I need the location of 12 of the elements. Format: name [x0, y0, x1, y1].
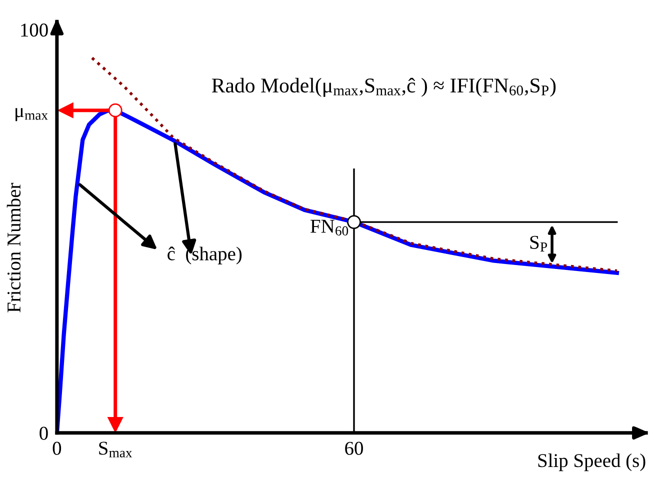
x-tick-label: 60: [345, 442, 363, 455]
y-tick-label: μ$_{max}$: [16, 108, 48, 122]
annotation: ĉ (shape): [168, 246, 242, 264]
chart-title: Rado Model(μ$_{max}$,S$_{max}$,ĉ ) ≈ IFI(FN$_{60}$,S$_{P}$): [212, 78, 556, 97]
x-axis-title: Slip Speed (s): [538, 453, 646, 472]
x-tick-label: 0: [52, 442, 62, 455]
annotation: FN$_{60}$: [310, 220, 348, 236]
y-tick-label: 100: [21, 24, 48, 37]
annotation: S$_{P}$: [530, 236, 548, 252]
x-tick-label: S$_{max}$: [99, 442, 132, 458]
y-axis-title: Friction Number: [6, 182, 21, 312]
y-tick-label: 0: [40, 426, 48, 440]
